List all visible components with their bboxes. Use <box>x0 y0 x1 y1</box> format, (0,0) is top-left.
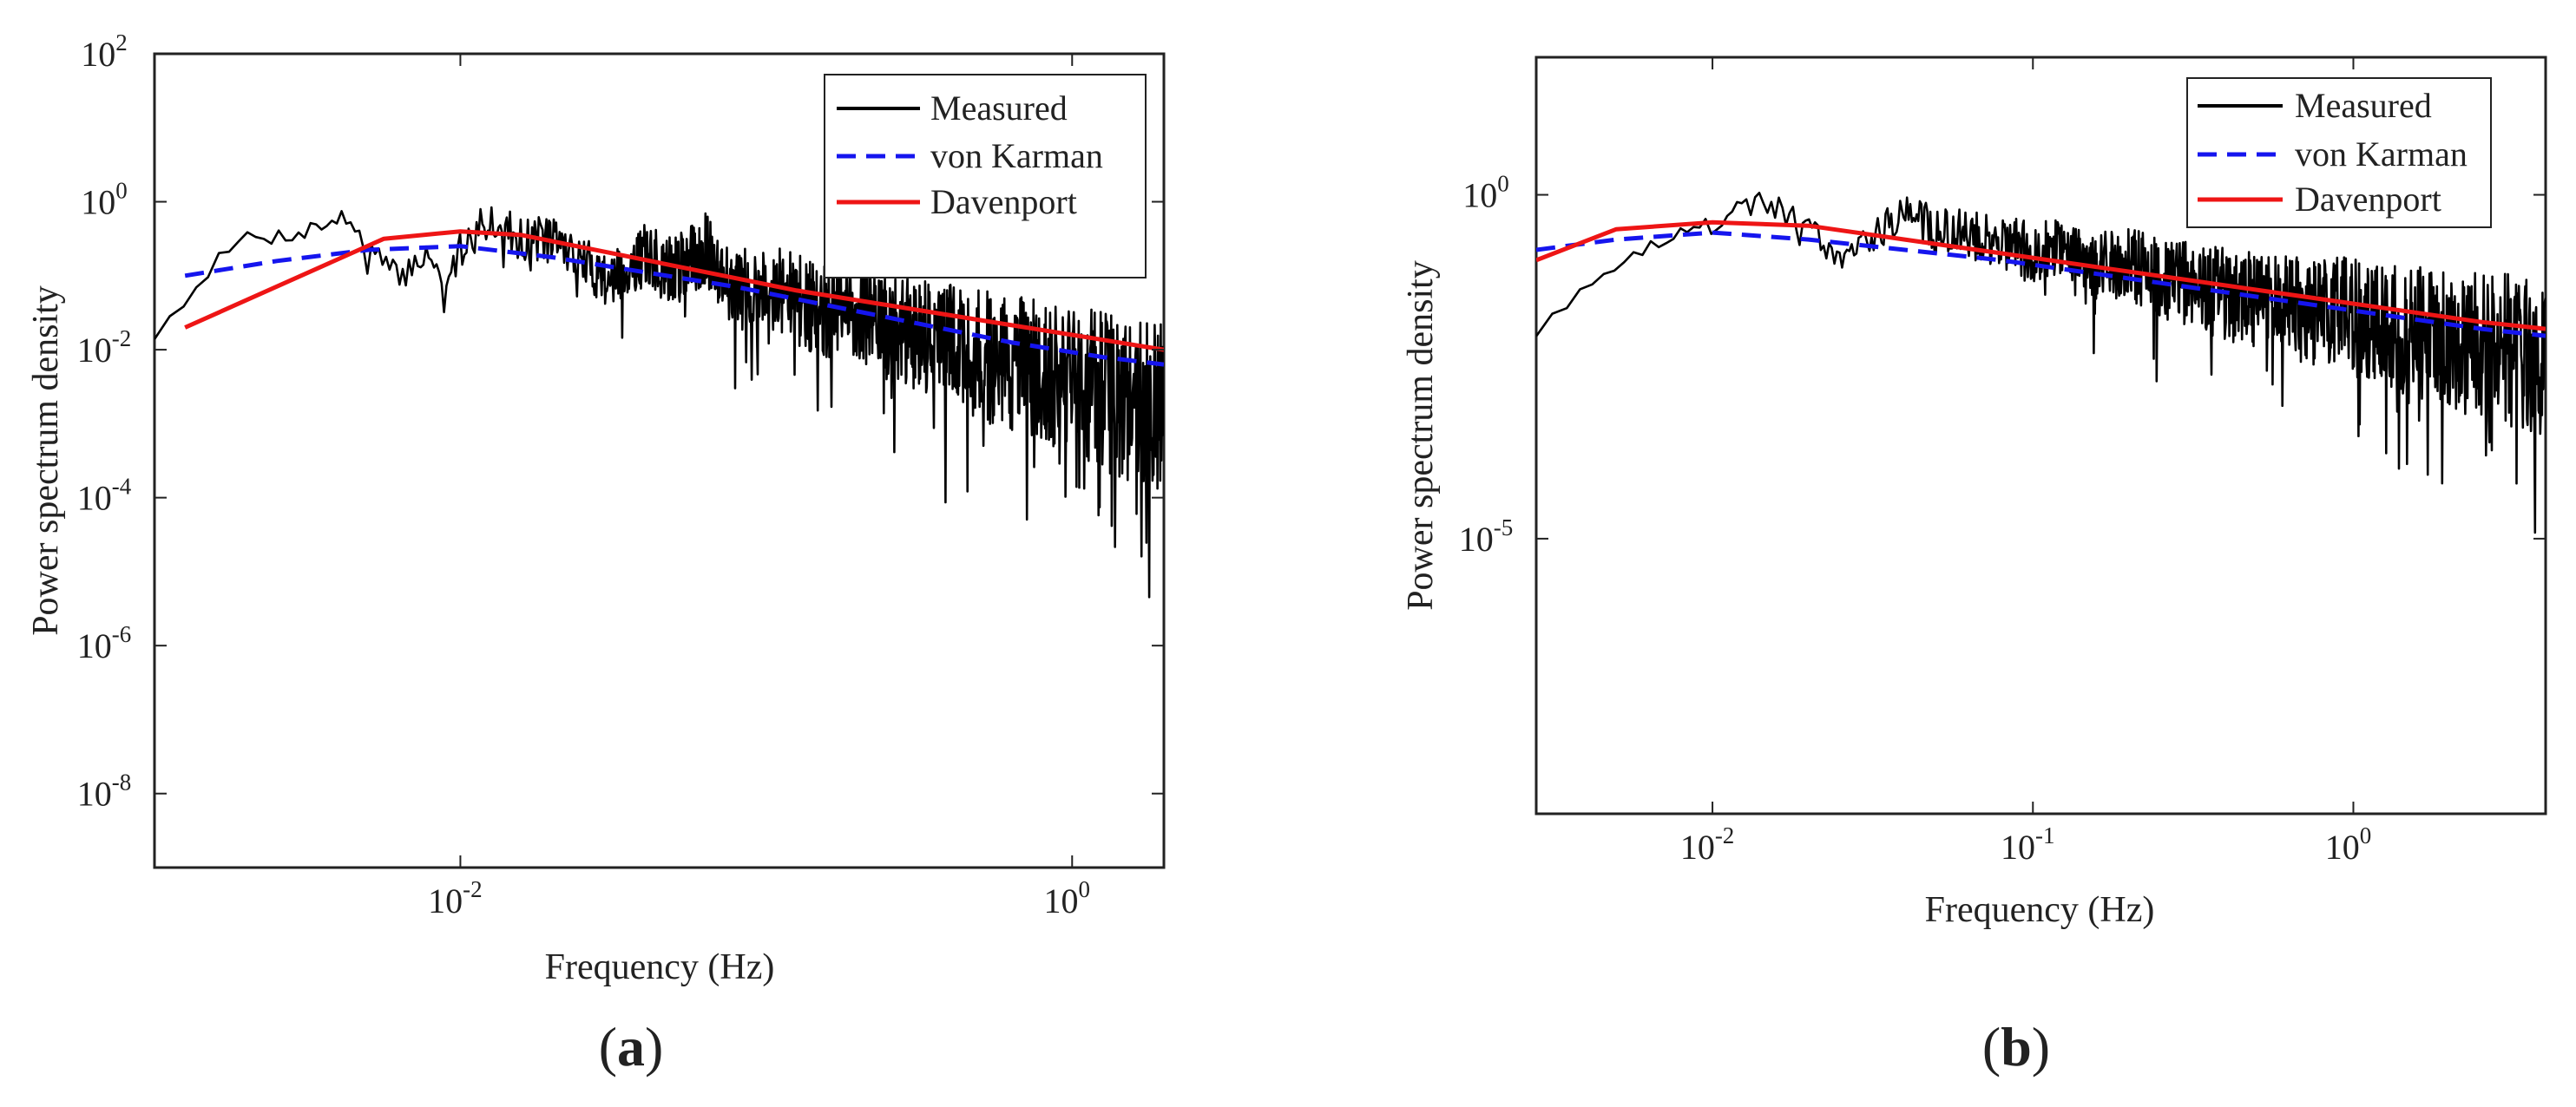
series-line-von-karman-a <box>184 244 1164 367</box>
y-ticks-a: 102 100 10-2 10-4 10-6 10-8 <box>77 29 1164 814</box>
series-group-a <box>154 206 1164 599</box>
y-tick-label-a-2: 10-2 <box>77 325 132 370</box>
series-group-b <box>1536 192 2546 534</box>
legend-b: Measured von Karman Davenport <box>2186 77 2492 228</box>
legend-label-measured-b: Measured <box>2295 86 2432 125</box>
y-tick-label-a-5: 10-8 <box>77 770 132 814</box>
legend-label-davenport-a: Davenport <box>930 182 1077 221</box>
y-tick-label-b-0: 100 <box>1462 171 1509 215</box>
legend-a: Measured von Karman Davenport <box>824 74 1147 278</box>
panel-a: 10-2 100 102 100 10-2 10-4 10-6 10-8 Frequency… <box>26 29 1166 1078</box>
series-line-von-karman-b <box>1536 230 2546 338</box>
series-line-davenport-b <box>1536 219 2546 331</box>
y-axis-label-a: Power spectrum density <box>26 285 66 636</box>
y-tick-label-b-1: 10-5 <box>1459 514 1514 559</box>
x-ticks-a: 10-2 100 <box>428 54 1090 920</box>
x-tick-label-a-0: 10-2 <box>428 876 483 920</box>
y-tick-label-a-3: 10-4 <box>77 474 132 518</box>
x-axis-label-a: Frequency (Hz) <box>545 947 775 987</box>
series-line-measured-b <box>1536 192 2546 534</box>
x-tick-label-a-1: 100 <box>1044 876 1091 920</box>
panel-label-b: (b) <box>1982 1016 2050 1078</box>
series-line-davenport-a <box>184 229 1164 352</box>
x-tick-label-b-0: 10-2 <box>1680 822 1735 867</box>
y-ticks-b: 100 10-5 <box>1459 171 2546 559</box>
y-tick-label-a-1: 100 <box>81 178 128 222</box>
legend-label-davenport-b: Davenport <box>2295 180 2441 219</box>
series-line-measured-a <box>154 206 1164 599</box>
y-tick-label-a-0: 102 <box>81 29 128 74</box>
x-ticks-b: 10-2 10-1 100 <box>1680 57 2371 867</box>
panel-label-a: (a) <box>599 1016 664 1078</box>
y-axis-label-b: Power spectrum density <box>1401 260 1441 611</box>
legend-label-measured-a: Measured <box>930 88 1068 128</box>
panel-b: 10-2 10-1 100 100 10-5 Frequency (Hz) Power… <box>1401 56 2547 1078</box>
legend-label-von-karman-a: von Karman <box>930 136 1103 175</box>
y-tick-label-a-4: 10-6 <box>77 621 132 665</box>
x-axis-label-b: Frequency (Hz) <box>1925 890 2155 930</box>
legend-label-von-karman-b: von Karman <box>2295 134 2468 174</box>
x-tick-label-b-1: 10-1 <box>2001 822 2055 867</box>
x-tick-label-b-2: 100 <box>2325 822 2372 867</box>
